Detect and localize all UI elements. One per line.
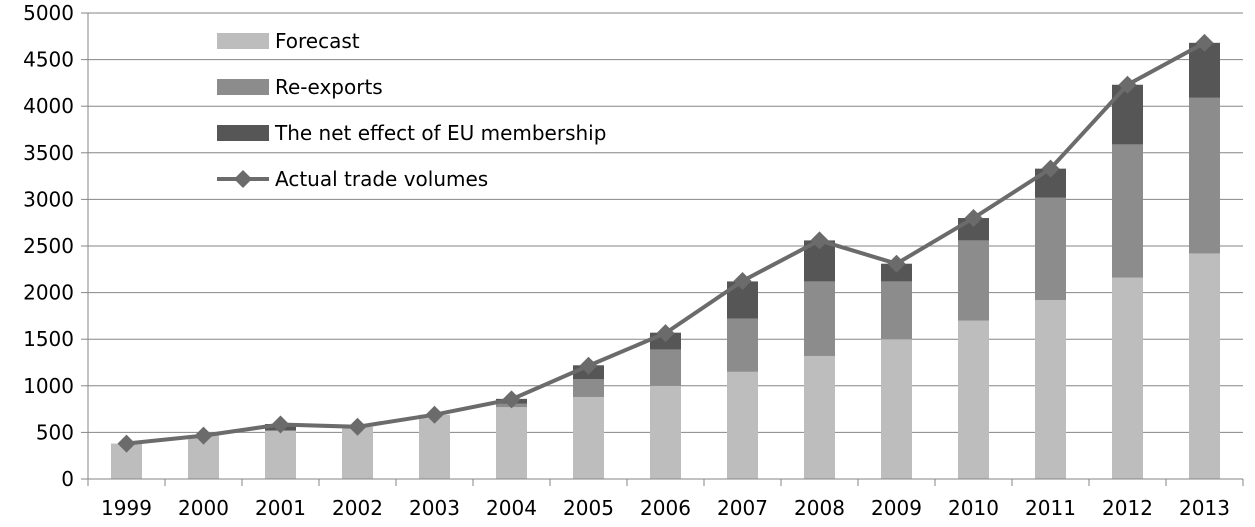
x-tick-label: 2009 xyxy=(871,496,922,520)
bar-segment-forecast xyxy=(419,414,450,479)
x-tick-label: 1999 xyxy=(101,496,152,520)
bar-segment-re-exports xyxy=(727,318,758,372)
actual-trade-volumes-point xyxy=(733,271,752,290)
legend-label: Actual trade volumes xyxy=(275,167,488,191)
legend-label: The net effect of EU membership xyxy=(274,121,606,145)
legend-label: Re-exports xyxy=(275,75,383,99)
legend-swatch xyxy=(217,125,269,141)
actual-trade-volumes-point xyxy=(1118,75,1137,94)
bar-segment-forecast xyxy=(804,355,835,479)
actual-trade-volumes-point xyxy=(502,390,521,409)
x-tick-label: 2013 xyxy=(1179,496,1230,520)
bar-stacks xyxy=(111,42,1220,479)
bar-segment-forecast xyxy=(573,396,604,479)
x-tick-label: 2010 xyxy=(948,496,999,520)
actual-trade-volumes-point xyxy=(579,356,598,375)
x-tick-label: 2008 xyxy=(794,496,845,520)
actual-trade-volumes-point xyxy=(964,209,983,228)
actual-trade-volumes-point xyxy=(656,324,675,343)
actual-trade-volumes-point xyxy=(271,415,290,434)
gridlines xyxy=(88,12,1243,433)
bar-segment-forecast xyxy=(1035,300,1066,479)
x-tick-label: 2000 xyxy=(178,496,229,520)
y-tick-label: 4000 xyxy=(23,94,74,118)
bar-segment-re-exports xyxy=(1112,144,1143,278)
legend-marker xyxy=(234,170,252,188)
legend-label: Forecast xyxy=(275,29,360,53)
y-tick-label: 5000 xyxy=(23,1,74,25)
actual-trade-volumes-point xyxy=(1195,33,1214,52)
bar-segment-the-net-effect-of-eu-membership xyxy=(1189,42,1220,98)
actual-trade-volumes-point xyxy=(810,231,829,250)
bar-segment-re-exports xyxy=(1035,197,1066,301)
actual-trade-volumes-point xyxy=(117,434,136,453)
bar-segment-forecast xyxy=(1112,277,1143,479)
y-tick-label: 3000 xyxy=(23,187,74,211)
y-tick-label: 3500 xyxy=(23,141,74,165)
x-tick-label: 2005 xyxy=(563,496,614,520)
actual-trade-volumes-point xyxy=(348,417,367,436)
bar-segment-re-exports xyxy=(1189,97,1220,254)
actual-trade-volumes-point xyxy=(1041,159,1060,178)
bar-segment-forecast xyxy=(727,371,758,479)
actual-trade-volumes-point xyxy=(425,405,444,424)
y-tick-label: 1000 xyxy=(23,374,74,398)
y-tick-label: 4500 xyxy=(23,48,74,72)
axes: 0 500 1000 1500 2000 2500 3000 3500 4000 4500 5000… xyxy=(23,1,1244,520)
actual-trade-line xyxy=(117,33,1214,453)
x-tick-label: 2006 xyxy=(640,496,691,520)
bar-segment-forecast xyxy=(265,430,296,479)
bar-segment-re-exports xyxy=(958,240,989,321)
legend: Forecast Re-exports The net effect of EU m… xyxy=(217,29,606,191)
y-tick-label: 0 xyxy=(61,467,74,491)
legend-swatch xyxy=(217,79,269,95)
x-tick-label: 2004 xyxy=(486,496,537,520)
bar-segment-re-exports xyxy=(573,379,604,397)
x-tick-label: 2002 xyxy=(332,496,383,520)
y-tick-label: 500 xyxy=(36,420,74,444)
y-tick-label: 1500 xyxy=(23,327,74,351)
bar-segment-re-exports xyxy=(650,349,681,386)
bar-segment-forecast xyxy=(496,407,527,479)
x-tick-label: 2003 xyxy=(409,496,460,520)
legend-swatch xyxy=(217,33,269,49)
x-tick-label: 2001 xyxy=(255,496,306,520)
x-tick-label: 2012 xyxy=(1102,496,1153,520)
bar-segment-forecast xyxy=(881,339,912,479)
bar-segment-re-exports xyxy=(881,281,912,340)
x-tick-label: 2007 xyxy=(717,496,768,520)
x-tick-label: 2011 xyxy=(1025,496,1076,520)
y-tick-label: 2000 xyxy=(23,281,74,305)
bar-segment-re-exports xyxy=(804,281,835,356)
actual-trade-volumes-point xyxy=(887,254,906,273)
bar-segment-forecast xyxy=(1189,253,1220,479)
bar-segment-forecast xyxy=(650,385,681,479)
bar-segment-forecast xyxy=(958,320,989,479)
actual-trade-volumes-point xyxy=(194,426,213,445)
y-tick-label: 2500 xyxy=(23,234,74,258)
